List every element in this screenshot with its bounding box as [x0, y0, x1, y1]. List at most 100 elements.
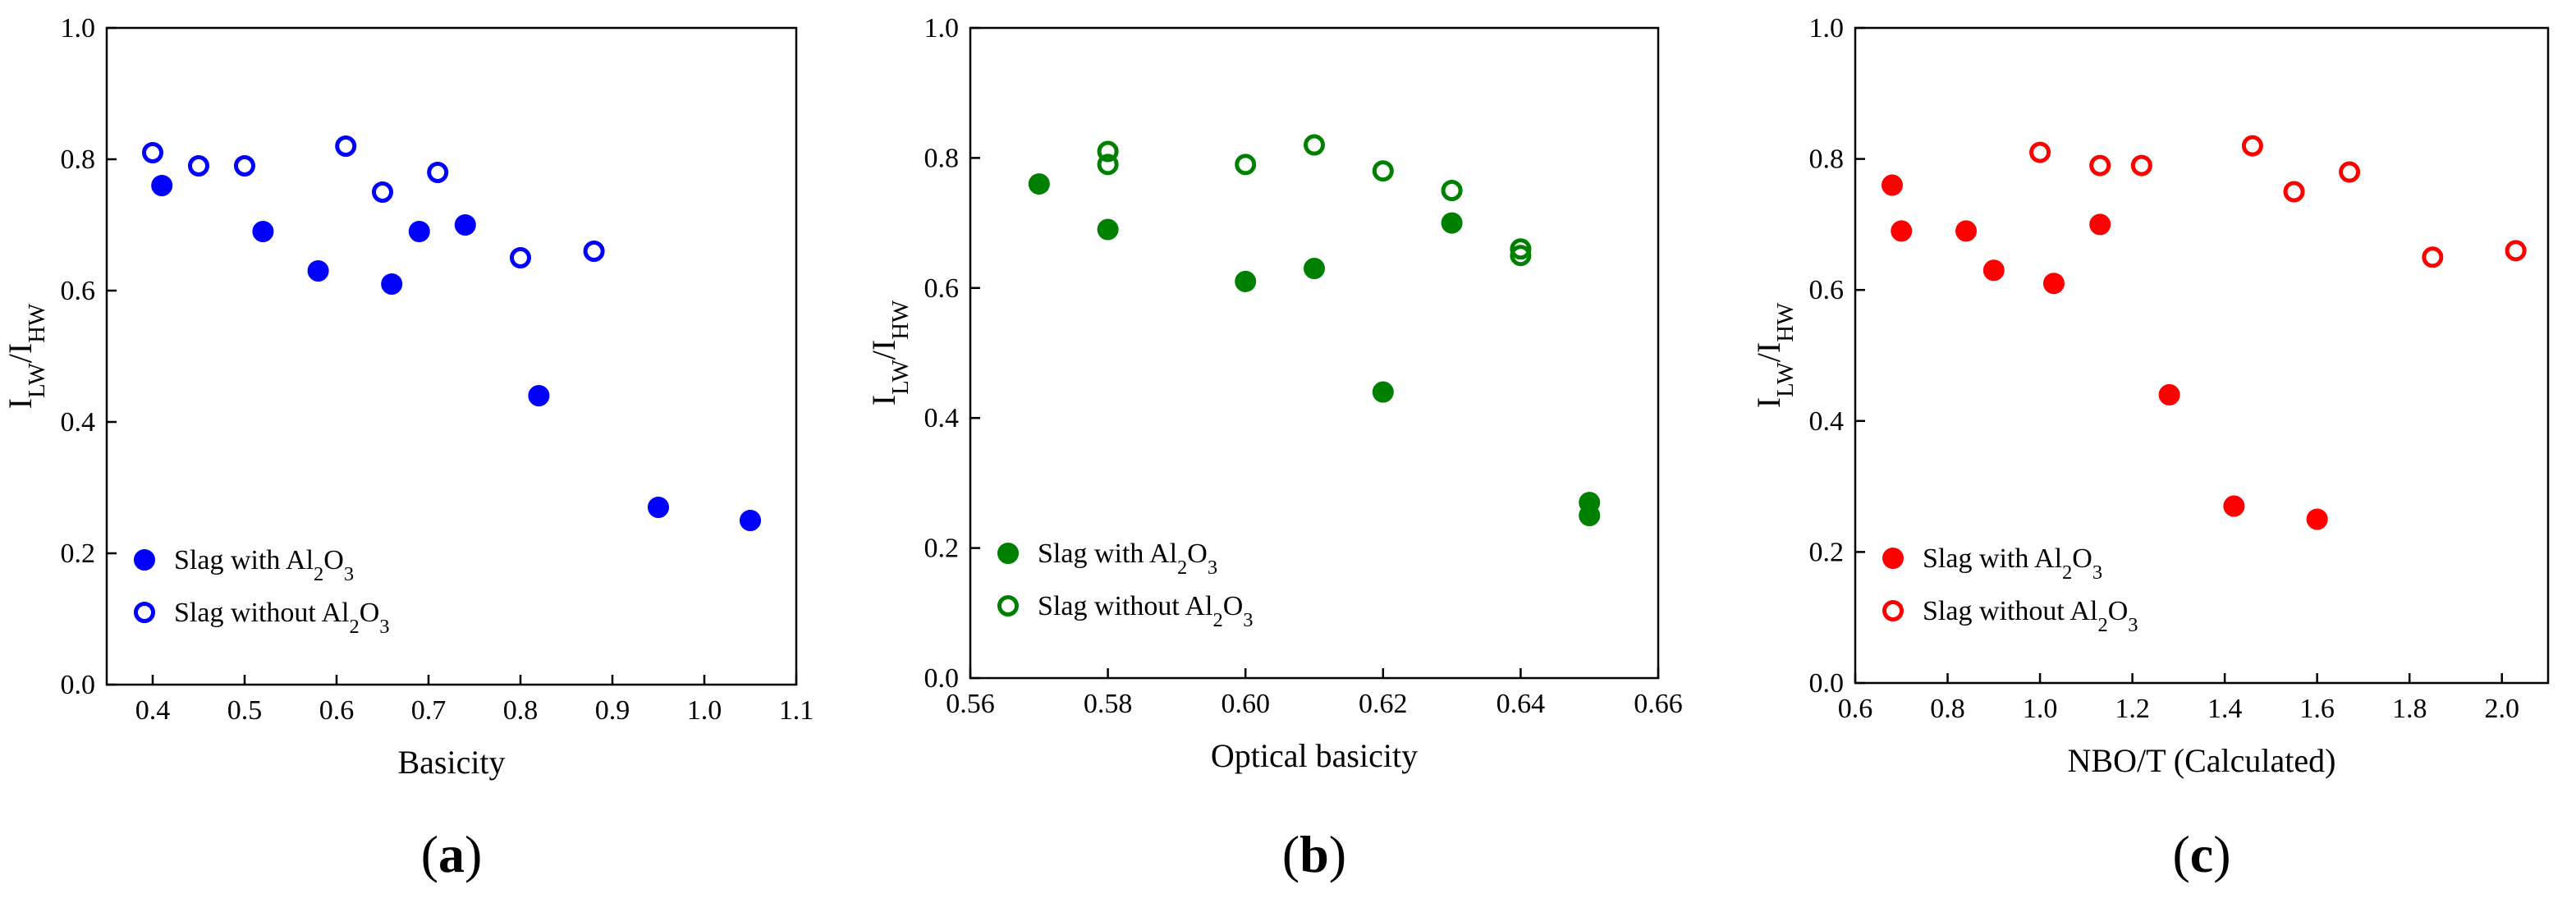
y-tick-label: 0.6	[924, 273, 960, 304]
point-with-al2o3	[1304, 258, 1325, 280]
y-tick-label: 0.4	[1809, 406, 1845, 437]
x-tick-label: 0.56	[946, 689, 995, 719]
x-axis-title: Optical basicity	[1211, 737, 1418, 774]
legend-marker-with-al2o3	[997, 543, 1019, 564]
point-with-al2o3	[1579, 505, 1601, 526]
y-tick-label: 0.2	[61, 539, 96, 569]
point-with-al2o3	[740, 510, 761, 531]
legend-marker-with-al2o3	[134, 549, 155, 571]
panel-label: (b)	[1282, 825, 1346, 883]
y-title-sep: /	[865, 350, 902, 360]
x-tick-label: 1.1	[779, 695, 814, 726]
point-with-al2o3	[252, 221, 274, 242]
point-with-al2o3	[648, 497, 669, 518]
y-title-i1: I	[865, 395, 902, 406]
point-without-al2o3	[142, 142, 163, 163]
point-without-al2o3	[2422, 246, 2444, 268]
x-tick-label: 0.5	[227, 695, 263, 726]
legend-label-with: Slag with Al2O3	[1923, 543, 2102, 584]
x-tick-label: 1.0	[687, 695, 722, 726]
x-tick-label: 0.4	[135, 695, 171, 726]
y-tick-label: 1.0	[61, 13, 96, 44]
x-tick-label: 1.0	[2023, 694, 2058, 724]
y-title-sub1: LW	[887, 359, 914, 394]
x-tick-label: 0.8	[503, 695, 539, 726]
x-tick-label: 1.2	[2115, 694, 2150, 724]
legend-text-o: O	[2108, 596, 2129, 626]
panel-label: (c)	[2172, 825, 2230, 883]
legend-sub-2: 2	[314, 563, 323, 585]
plot-frame	[969, 26, 1660, 680]
legend-label-without: Slag without Al2O3	[174, 598, 390, 638]
legend-sub-3: 3	[1208, 557, 1217, 579]
point-with-al2o3	[1235, 270, 1257, 292]
point-without-al2o3	[1097, 140, 1119, 163]
legend-text-pre: Slag with Al	[1038, 539, 1177, 569]
point-without-al2o3	[1510, 245, 1532, 267]
legend-label-with: Slag with Al2O3	[1038, 539, 1217, 579]
legend-text-pre: Slag without Al	[1038, 591, 1212, 621]
panel-letter: a	[438, 825, 465, 883]
point-without-al2o3	[2241, 135, 2263, 157]
point-without-al2o3	[2339, 161, 2361, 183]
legend-sub-2: 2	[2097, 614, 2107, 636]
chart-panel-b: 0.56 0.58 0.60 0.62 0.64 0.66 0.0 0.2 0.4 0.6 0.8 1…	[865, 13, 1683, 883]
y-axis-title: ILW/IHW	[1750, 302, 1799, 408]
point-with-al2o3	[381, 273, 403, 295]
x-tick-label: 0.60	[1221, 689, 1270, 719]
x-tick-label: 1.4	[2207, 694, 2243, 724]
legend-text-o: O	[323, 545, 344, 575]
legend-label-with: Slag with Al2O3	[174, 545, 354, 585]
point-without-al2o3	[510, 247, 531, 268]
chart-panel-c: 0.6 0.8 1.0 1.2 1.4 1.6 1.8 2.0 0.0 0.2 0.4 0.6 0.8 1…	[1750, 13, 2550, 883]
y-tick-label: 0.8	[1809, 144, 1845, 175]
legend-text-pre: Slag without Al	[174, 598, 349, 628]
point-with-al2o3	[528, 385, 550, 406]
y-title-i2: I	[2, 343, 39, 354]
legend-sub-3: 3	[344, 563, 354, 585]
y-tick-label: 0.0	[924, 663, 960, 694]
point-with-al2o3	[2042, 273, 2065, 295]
point-with-al2o3	[1982, 259, 2005, 282]
plot-frame	[105, 26, 798, 686]
y-title-sub2: HW	[887, 300, 914, 340]
legend-text-o: O	[2072, 543, 2092, 574]
point-with-al2o3	[1372, 381, 1394, 403]
legend-sub-3: 3	[379, 616, 389, 638]
x-tick-label: 0.7	[411, 695, 447, 726]
y-tick-label: 1.0	[924, 13, 960, 44]
y-tick-label: 0.4	[61, 407, 96, 438]
point-with-al2o3	[2158, 383, 2180, 406]
legend-marker-without-al2o3	[134, 602, 155, 623]
point-without-al2o3	[234, 155, 255, 176]
panel-letter: c	[2190, 825, 2213, 883]
legend-sub-3: 3	[2092, 562, 2102, 584]
x-tick-label: 0.66	[1634, 689, 1683, 719]
panel-letter: b	[1299, 825, 1329, 883]
panel-label: (a)	[421, 825, 483, 883]
y-tick-label: 0.0	[61, 670, 96, 700]
y-title-sub2: HW	[1772, 302, 1799, 342]
y-title-i1: I	[1750, 397, 1787, 408]
x-tick-label: 1.6	[2299, 694, 2335, 724]
x-tick-label: 0.6	[319, 695, 355, 726]
legend-text-o: O	[360, 598, 380, 628]
y-tick-label: 0.0	[1809, 668, 1845, 699]
x-tick-label: 0.64	[1497, 689, 1546, 719]
point-with-al2o3	[2089, 213, 2111, 236]
point-without-al2o3	[2505, 240, 2527, 262]
y-title-sep: /	[1750, 352, 1787, 362]
legend-text-pre: Slag with Al	[1923, 543, 2062, 574]
y-title-sep: /	[2, 353, 39, 363]
y-axis-title: ILW/IHW	[2, 303, 50, 409]
point-with-al2o3	[307, 260, 329, 282]
y-tick-label: 0.8	[924, 143, 960, 173]
y-tick-label: 0.8	[61, 144, 96, 175]
x-tick-label: 0.58	[1084, 689, 1133, 719]
legend-text-o: O	[1187, 539, 1208, 569]
y-title-sub1: LW	[24, 362, 50, 397]
point-without-al2o3	[1510, 238, 1532, 260]
y-tick-label: 1.0	[1809, 13, 1845, 44]
point-with-al2o3	[2306, 508, 2328, 530]
y-tick-label: 0.2	[1809, 537, 1845, 567]
